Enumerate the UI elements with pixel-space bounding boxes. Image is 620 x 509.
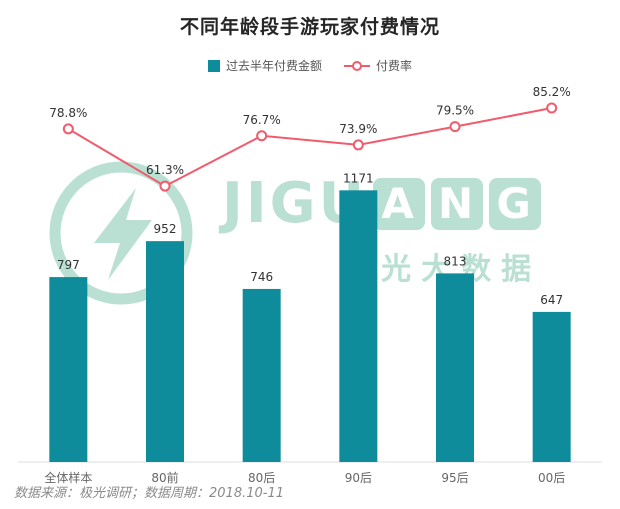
watermark-tile-n: N [431,178,484,230]
bar-value-label: 647 [540,293,563,307]
watermark-tile-a: A [373,178,426,230]
bar-80前 [146,241,184,462]
jiguang-logo-icon [49,161,193,305]
bar-value-label: 1171 [343,171,374,185]
category-label: 95后 [441,471,468,485]
pay-rate-line [67,107,552,188]
bar-95后 [436,273,474,462]
line-point [546,102,558,114]
category-label: 90后 [345,471,372,485]
line-point [159,180,171,192]
bar-全体样本 [49,277,88,462]
bar-value-label: 952 [154,222,177,236]
legend: 过去半年付费金额 付费率 [0,57,620,74]
source-note: 数据来源：极光调研；数据周期：2018.10-11 [14,486,284,501]
bar-00后 [532,311,571,462]
line-value-label: 85.2% [533,85,571,99]
category-label: 80后 [248,471,275,485]
category-label: 全体样本 [44,470,92,485]
line-value-label: 61.3% [146,163,184,177]
bar-value-label: 813 [444,254,467,268]
line-point [352,139,364,151]
bar-swatch-icon [207,59,220,72]
line-value-label: 76.7% [243,113,281,127]
category-label: 00后 [538,471,565,485]
watermark-tile-g: G [489,178,542,230]
line-swatch-icon [344,60,370,71]
legend-item-line: 付费率 [344,57,412,74]
line-value-label: 73.9% [339,122,377,136]
line-point [449,121,461,133]
legend-line-label: 付费率 [376,59,413,73]
bar-value-label: 746 [250,270,273,284]
legend-item-bar: 过去半年付费金额 [207,57,322,74]
bar-value-label: 797 [57,258,80,272]
legend-bar-label: 过去半年付费金额 [225,59,322,73]
line-point [62,123,74,135]
line-point [256,130,268,142]
bar-80后 [242,288,281,462]
category-label: 80前 [151,470,178,485]
bar-90后 [339,190,378,462]
line-value-label: 78.8% [49,106,87,120]
line-value-label: 79.5% [436,104,474,118]
chart-title: 不同年龄段手游玩家付费情况 [179,16,440,38]
